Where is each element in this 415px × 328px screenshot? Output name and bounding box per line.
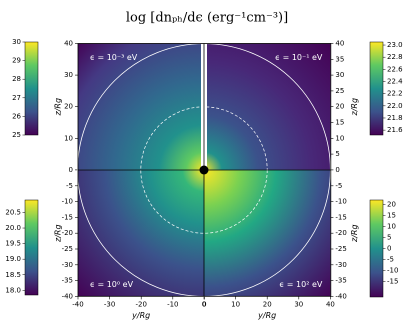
colorbar-tick-label: -10 (387, 267, 398, 275)
y-tick-label: -10 (335, 198, 346, 206)
colorbar-tick-label: 21.6 (387, 126, 403, 134)
x-tick-label: 40 (326, 300, 335, 308)
x-tick-label: -10 (167, 300, 178, 308)
panel-label: ϵ = 10⁻³ eV (90, 53, 138, 62)
y-tick-label: 20 (335, 103, 344, 111)
panel-label: ϵ = 10⁰ eV (90, 280, 134, 289)
panel (78, 43, 205, 170)
y-tick-label: -25 (62, 245, 73, 253)
x-tick-label: 0 (202, 300, 206, 308)
colorbar-tick-label: 18.0 (5, 286, 21, 294)
colorbar (369, 41, 384, 136)
x-tick-label: 30 (294, 300, 303, 308)
x-axis-label: y/Rg (131, 311, 150, 320)
y-tick-label: 0 (69, 166, 73, 174)
y-tick-label: 40 (64, 40, 73, 48)
colorbar-tick-label: 18.5 (5, 271, 21, 279)
colorbar-tick-label: 28 (12, 75, 21, 83)
y-axis-label: z/Rg (54, 224, 63, 243)
colorbar-tick-label: 19.0 (5, 255, 21, 263)
y-tick-label: 15 (335, 119, 344, 127)
y-tick-label: -20 (62, 229, 73, 237)
y-tick-label: -35 (335, 277, 346, 285)
x-tick-label: 20 (263, 300, 272, 308)
y-tick-label: -15 (62, 213, 73, 221)
colorbar-tick-label: 22.0 (387, 102, 403, 110)
panel-label: ϵ = 10² eV (279, 280, 323, 289)
x-tick-label: -30 (104, 300, 115, 308)
colorbar (369, 199, 384, 298)
frame (77, 43, 332, 297)
colorbar-tick-label: 19.5 (5, 240, 21, 248)
y-tick-label: 30 (335, 71, 344, 79)
y-tick-label: -5 (66, 182, 73, 190)
y-tick-label: 10 (335, 134, 344, 142)
colorbar-tick-label: 22.2 (387, 90, 403, 98)
y-tick-label: 35 (335, 55, 344, 63)
colorbar-tick-label: 10 (387, 222, 396, 230)
y-tick-label: -10 (62, 198, 73, 206)
y-tick-label: -25 (335, 245, 346, 253)
panel (204, 43, 331, 170)
colorbar (24, 199, 39, 296)
y-tick-label: 5 (335, 150, 339, 158)
colorbar-tick-label: 22.4 (387, 78, 403, 86)
heatmap (204, 170, 331, 297)
colorbar-tick-label: 27 (12, 94, 21, 102)
y-tick-label: -30 (335, 261, 346, 269)
y-tick-label: -35 (62, 277, 73, 285)
colorbar-tick-label: 20 (387, 200, 396, 208)
x-tick-label: -40 (72, 300, 83, 308)
y-tick-label: 10 (64, 134, 73, 142)
colorbar-tick-label: 22.8 (387, 53, 403, 61)
y-axis-label: z/Rg (350, 224, 359, 243)
y-tick-label: -15 (335, 213, 346, 221)
colorbar-tick-label: 20.5 (5, 208, 21, 216)
y-tick-label: -40 (62, 292, 73, 300)
x-tick-label: -20 (135, 300, 146, 308)
x-tick-label: 0 (202, 300, 206, 308)
colorbar-tick-label: 5 (387, 233, 391, 241)
colorbar-tick-label: 20.0 (5, 224, 21, 232)
heatmap (78, 170, 205, 297)
y-tick-label: 25 (335, 87, 344, 95)
panel (204, 170, 331, 297)
y-tick-label: 40 (335, 40, 344, 48)
panel-label: ϵ = 10⁻¹ eV (275, 53, 323, 62)
colorbar-tick-label: 29 (12, 57, 21, 65)
colorbar-tick-label: -5 (387, 256, 394, 264)
colorbar-tick-label: 23.0 (387, 41, 403, 49)
colorbar-tick-label: 22.6 (387, 65, 403, 73)
y-tick-label: 30 (64, 71, 73, 79)
colorbar-tick-label: 0 (387, 245, 391, 253)
x-axis-label: y/Rg (257, 311, 276, 320)
y-tick-label: -20 (335, 229, 346, 237)
colorbar-tick-label: 21.8 (387, 114, 403, 122)
colorbar-tick-label: 30 (12, 38, 21, 46)
colorbar (24, 41, 39, 136)
black-hole (199, 165, 209, 175)
y-tick-label: -5 (335, 182, 342, 190)
y-axis-label: z/Rg (350, 98, 359, 117)
heatmap (78, 43, 205, 170)
colorbar-tick-label: 25 (12, 131, 21, 139)
colorbar-tick-label: -15 (387, 278, 398, 286)
y-tick-label: -30 (62, 261, 73, 269)
colorbar-tick-label: 15 (387, 211, 396, 219)
y-tick-label: 0 (335, 166, 339, 174)
y-tick-label: 20 (64, 103, 73, 111)
panel (78, 170, 205, 297)
colorbar-tick-label: 26 (12, 112, 21, 120)
heatmap (204, 43, 331, 170)
x-tick-label: 10 (231, 300, 240, 308)
chart-title: log [dnₚₕ/dϵ (erg⁻¹cm⁻³)] (126, 11, 288, 26)
y-axis-label: z/Rg (54, 98, 63, 117)
y-tick-label: -40 (335, 292, 346, 300)
